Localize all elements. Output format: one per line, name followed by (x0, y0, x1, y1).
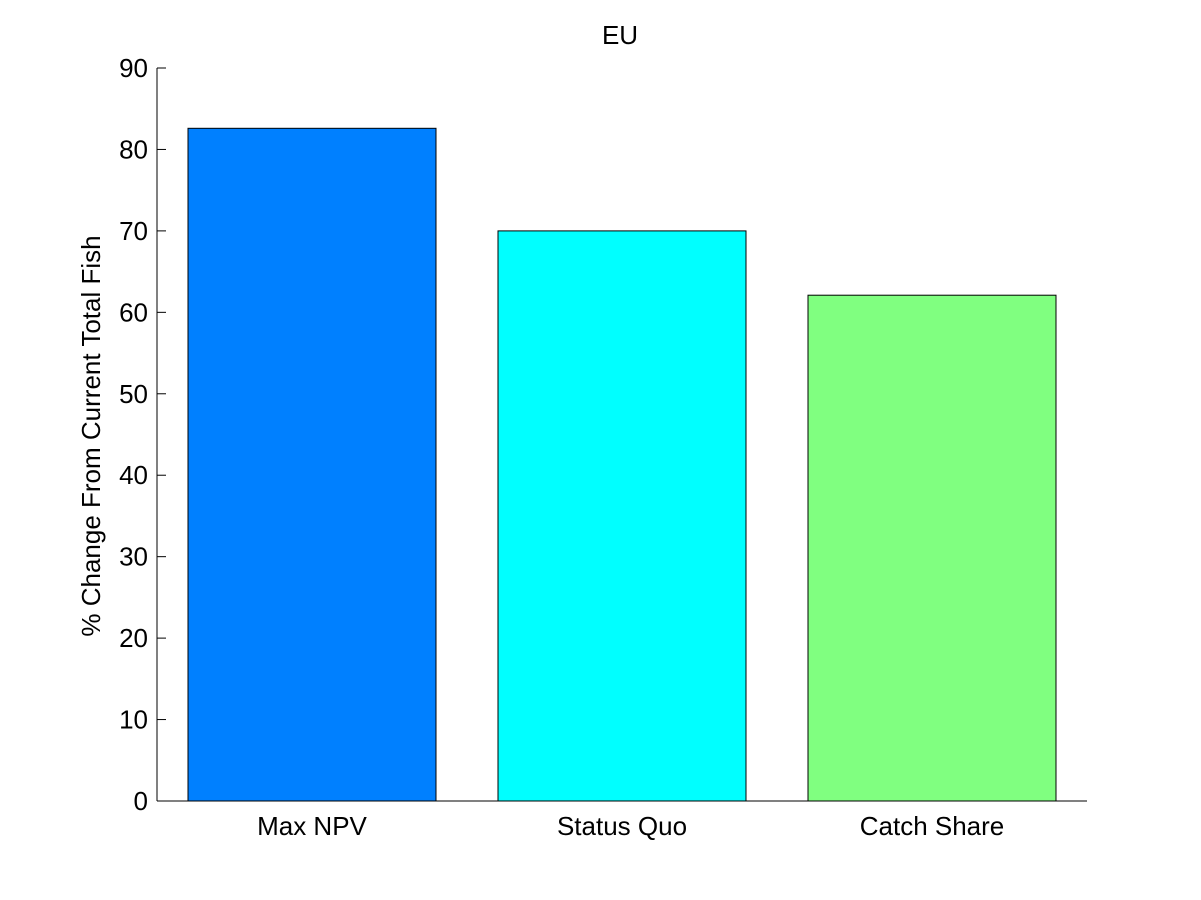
x-tick-label: Catch Share (860, 811, 1005, 841)
y-tick-label: 50 (119, 379, 148, 409)
y-tick-label: 90 (119, 53, 148, 83)
y-tick-label: 70 (119, 216, 148, 246)
x-tick-label: Status Quo (557, 811, 687, 841)
bar-status-quo (497, 230, 747, 802)
bar-max-npv (187, 127, 437, 802)
y-tick-label: 60 (119, 297, 148, 327)
y-tick-label: 40 (119, 460, 148, 490)
y-tick-label: 30 (119, 542, 148, 572)
y-tick-label: 80 (119, 134, 148, 164)
x-tick-label: Max NPV (257, 811, 367, 841)
chart-title: EU (602, 20, 638, 50)
y-tick-label: 20 (119, 623, 148, 653)
y-tick-label: 0 (134, 786, 148, 816)
y-tick-label: 10 (119, 705, 148, 735)
bar-catch-share (807, 294, 1057, 802)
y-axis-label: % Change From Current Total Fish (76, 235, 106, 636)
plot-area: Max NPV Status Quo Catch Share 0 10 20 30 40 50 6… (119, 53, 1087, 841)
